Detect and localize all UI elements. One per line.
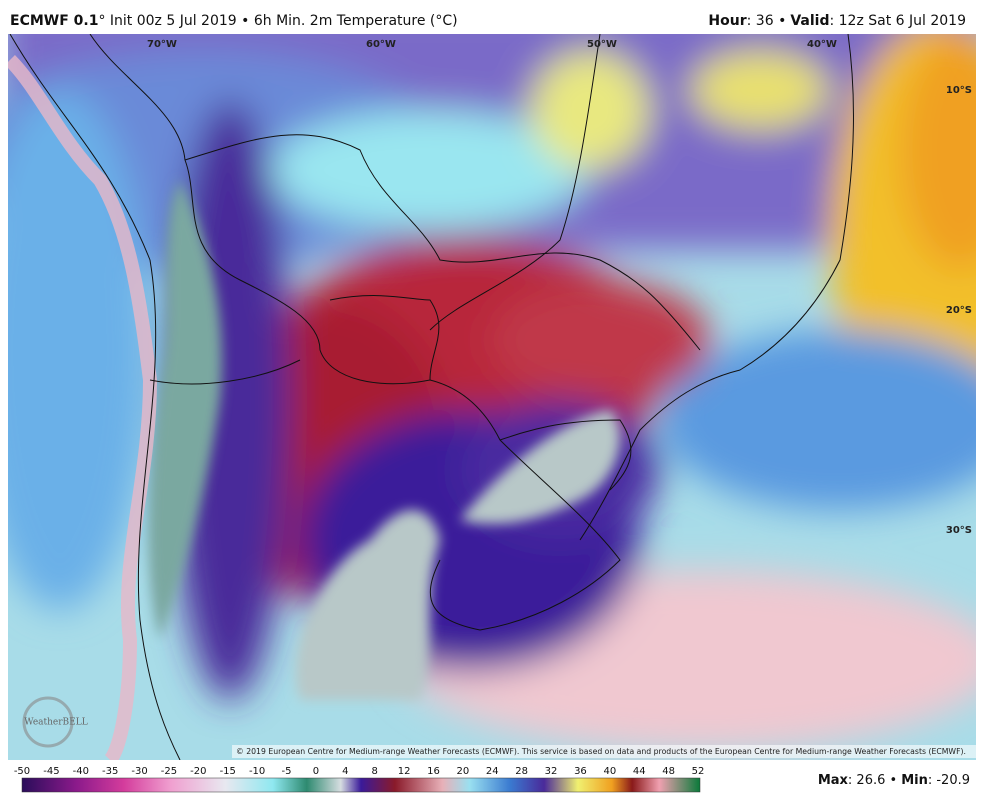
map [8, 34, 976, 760]
colorbar-scale [21, 777, 701, 793]
copyright: © 2019 European Centre for Medium-range … [236, 747, 966, 756]
extremes: Max: 26.6 • Min: -20.9 [818, 773, 970, 788]
colorbar-label: 12 [398, 766, 411, 777]
colorbar-label: 28 [515, 766, 528, 777]
subtitle: ° Init 00z 5 Jul 2019 • 6h Min. 2m Tempe… [98, 13, 457, 29]
min-label: Min [901, 773, 928, 788]
colorbar-label: 0 [313, 766, 319, 777]
colorbar-label: -35 [102, 766, 118, 777]
colorbar-label: 8 [372, 766, 378, 777]
colorbar-label: -30 [131, 766, 147, 777]
latitude-label: 20°S [946, 305, 972, 316]
valid-info: Hour: 36 • Valid: 12z Sat 6 Jul 2019 [708, 13, 966, 29]
colorbar: -50 -45 -40 -35 -30 -25 -20 -15 -10 -5 0 4 8 12 16 20 24… [14, 766, 705, 793]
colorbar-label: -20 [190, 766, 206, 777]
colorbar-label: -45 [43, 766, 59, 777]
longitude-label: 50°W [587, 39, 617, 50]
colorbar-label: 40 [603, 766, 616, 777]
colorbar-label: 36 [574, 766, 587, 777]
colorbar-label: 16 [427, 766, 440, 777]
latitude-label: 30°S [946, 525, 972, 536]
colorbar-label: 24 [486, 766, 499, 777]
colorbar-label: 52 [692, 766, 705, 777]
colorbar-label: -15 [220, 766, 236, 777]
colorbar-label: -5 [282, 766, 292, 777]
min-text: : -20.9 [928, 773, 970, 788]
title: ECMWF 0.1° Init 00z 5 Jul 2019 • 6h Min.… [10, 13, 458, 29]
hour-label: Hour [708, 13, 746, 29]
logo-icon [22, 696, 74, 748]
colorbar-label: -10 [249, 766, 265, 777]
colorbar-label: 32 [545, 766, 558, 777]
longitude-label: 70°W [147, 39, 177, 50]
hour-text: : 36 • [747, 13, 787, 29]
valid-text: : 12z Sat 6 Jul 2019 [829, 13, 966, 29]
valid-label: Valid [790, 13, 829, 29]
colorbar-label: 48 [662, 766, 675, 777]
graticule-labels: 70°W 60°W 50°W 40°W 10°S 20°S 30°S [147, 39, 972, 536]
colorbar-label: -25 [161, 766, 177, 777]
max-label: Max [818, 773, 849, 788]
max-text: : 26.6 • [848, 773, 897, 788]
colorbar-label: 44 [633, 766, 646, 777]
logo: WeatherBELL [24, 718, 87, 728]
colorbar-label: -40 [73, 766, 89, 777]
copyright-bg [232, 745, 976, 758]
longitude-label: 40°W [807, 39, 837, 50]
longitude-label: 60°W [366, 39, 396, 50]
colorbar-label: 4 [342, 766, 348, 777]
model: ECMWF 0.1 [10, 13, 98, 29]
colorbar-label: 20 [457, 766, 470, 777]
latitude-label: 10°S [946, 85, 972, 96]
colorbar-label: -50 [14, 766, 30, 777]
